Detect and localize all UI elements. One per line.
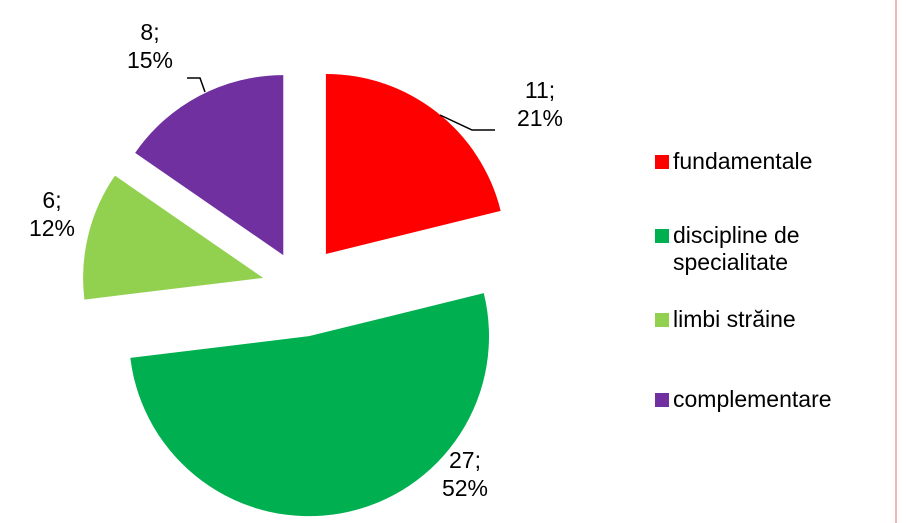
legend-label: fundamentale (673, 148, 813, 174)
pie-slice (130, 293, 490, 517)
legend-label: limbi străine (673, 306, 796, 332)
legend-swatch (655, 313, 669, 327)
pie-slice (83, 175, 264, 300)
data-label: 27; 52% (442, 447, 488, 501)
legend-item: discipline de specialitate (655, 222, 890, 276)
legend-swatch (655, 229, 669, 243)
data-label: 6; 12% (29, 187, 75, 241)
leader-line (187, 77, 206, 93)
legend-swatch (655, 155, 669, 169)
legend-swatch (655, 393, 669, 407)
legend-item: complementare (655, 386, 890, 413)
data-label: 8; 15% (127, 19, 173, 73)
legend-item: fundamentale (655, 148, 890, 175)
pie-slice (135, 75, 284, 256)
data-label: 11; 21% (517, 77, 563, 131)
legend-item: limbi străine (655, 306, 890, 333)
leader-line (439, 114, 495, 131)
legend-label: complementare (673, 386, 832, 412)
legend-label: discipline de specialitate (673, 222, 800, 275)
pie-slice (325, 73, 501, 254)
